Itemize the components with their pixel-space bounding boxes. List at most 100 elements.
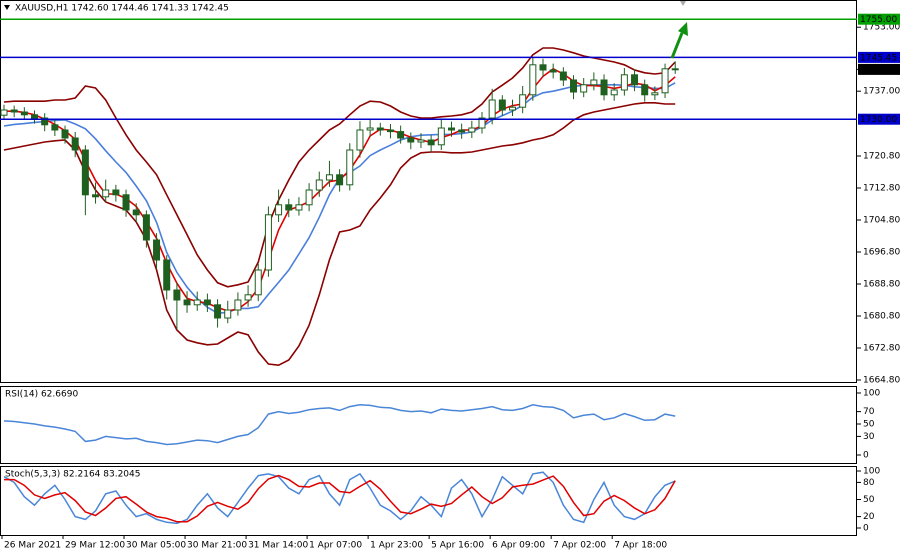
candle-body bbox=[305, 189, 313, 206]
candle-body bbox=[336, 174, 344, 186]
last-price-box bbox=[858, 63, 900, 75]
candle-body bbox=[539, 64, 547, 71]
arrow bbox=[670, 22, 688, 59]
candle-body bbox=[81, 149, 89, 196]
candle-body bbox=[397, 131, 405, 139]
candle-body bbox=[92, 194, 100, 198]
y-tick-label: 1737.00 bbox=[863, 87, 900, 97]
shift-marker bbox=[680, 1, 686, 6]
y-tick-label: 1672.80 bbox=[863, 344, 900, 354]
candle-body bbox=[173, 289, 181, 301]
y-tick-label: 0 bbox=[863, 451, 869, 461]
candle-body bbox=[417, 139, 425, 143]
candle-body bbox=[590, 79, 598, 86]
x-tick-label: 7 Apr 18:00 bbox=[614, 541, 667, 551]
y-tick-label: 100 bbox=[863, 389, 880, 399]
candle-body bbox=[193, 299, 201, 306]
y-tick-label: 1680.80 bbox=[863, 312, 900, 322]
indicator-line bbox=[3, 471, 676, 525]
candle-body bbox=[468, 127, 476, 133]
candle-body bbox=[315, 179, 323, 191]
panel-title: Stoch(5,3,3) 82.2164 83.2045 bbox=[5, 470, 140, 480]
candle-body bbox=[285, 204, 293, 211]
candle-body bbox=[488, 99, 496, 119]
y-tick-label: 70 bbox=[863, 407, 875, 417]
level-box bbox=[858, 13, 900, 25]
candle-body bbox=[610, 89, 618, 96]
candle-body bbox=[478, 117, 486, 129]
plot: 1753.00 1737.00 1720.80 1712.80 1704.80 1696.… bbox=[0, 4, 900, 551]
y-tick-label: 1712.80 bbox=[863, 184, 900, 194]
y-tick-label: 1720.80 bbox=[863, 152, 900, 162]
indicator-line bbox=[3, 404, 676, 446]
candle-body bbox=[254, 269, 262, 296]
candle-body bbox=[407, 137, 415, 143]
x-tick-label: 7 Apr 02:00 bbox=[553, 541, 606, 551]
candle-body bbox=[132, 209, 140, 216]
candle-body bbox=[244, 294, 252, 301]
candle-body bbox=[447, 127, 455, 131]
candle-body bbox=[661, 68, 669, 94]
x-tick-label: 1 Apr 07:00 bbox=[309, 541, 362, 551]
panel-title: XAUUSD,H1 1742.60 1744.46 1741.33 1742.4… bbox=[15, 4, 229, 14]
x-tick-label: 26 Mar 2021 bbox=[4, 541, 61, 551]
last-price-label: 1742.45 bbox=[860, 65, 897, 75]
y-tick-label: 1664.80 bbox=[863, 376, 900, 386]
candle-body bbox=[570, 79, 578, 93]
candle-body bbox=[651, 92, 659, 96]
candle-body bbox=[641, 84, 649, 96]
candle-body bbox=[51, 124, 59, 131]
candle-body bbox=[458, 129, 466, 133]
level-box bbox=[858, 51, 900, 63]
y-tick-label: 1704.80 bbox=[863, 216, 900, 226]
y-tick-label: 1753.00 bbox=[863, 23, 900, 33]
stoch-panel bbox=[0, 466, 857, 536]
candle-body bbox=[264, 214, 272, 271]
candle-body bbox=[71, 137, 79, 151]
candle-body bbox=[41, 117, 49, 126]
candle-body bbox=[671, 68, 679, 71]
candle-body bbox=[0, 109, 8, 116]
candle-body bbox=[275, 204, 283, 216]
x-tick-label: 30 Mar 05:00 bbox=[126, 541, 186, 551]
candle-body bbox=[20, 111, 28, 116]
y-tick-label: 80 bbox=[863, 478, 875, 488]
candle-body bbox=[10, 109, 18, 113]
level-label: 1745.45 bbox=[860, 53, 897, 63]
indicator-line bbox=[4, 474, 676, 523]
candle-body bbox=[153, 239, 161, 261]
candle-body bbox=[203, 299, 211, 306]
level-label: 1730.00 bbox=[860, 115, 897, 125]
y-tick-label: 50 bbox=[863, 420, 875, 430]
candle-body bbox=[234, 299, 242, 311]
candle-body bbox=[31, 114, 39, 119]
main-panel bbox=[0, 0, 857, 383]
candle-body bbox=[437, 127, 445, 146]
candle-body bbox=[549, 69, 557, 73]
level-box bbox=[858, 113, 900, 125]
x-tick-label: 29 Mar 12:00 bbox=[65, 541, 125, 551]
candle-body bbox=[163, 259, 171, 291]
y-tick-label: 0 bbox=[863, 523, 869, 533]
candle-body bbox=[356, 129, 364, 151]
x-tick-label: 6 Apr 09:00 bbox=[492, 541, 545, 551]
candle-body bbox=[631, 74, 639, 86]
level-label: 1755.00 bbox=[860, 15, 897, 25]
y-tick-label: 20 bbox=[863, 512, 875, 522]
x-tick-label: 31 Mar 14:00 bbox=[248, 541, 308, 551]
candle-body bbox=[427, 139, 435, 146]
candle-body bbox=[386, 129, 394, 133]
symbol-menu-icon bbox=[4, 5, 10, 10]
candle-body bbox=[325, 174, 333, 181]
candle-body bbox=[224, 309, 232, 319]
candle-body bbox=[620, 74, 628, 91]
candle-body bbox=[112, 189, 120, 196]
candle-body bbox=[295, 204, 303, 211]
candle-body bbox=[214, 304, 222, 319]
candle-body bbox=[366, 127, 374, 131]
y-tick-label: 100 bbox=[863, 467, 880, 477]
y-tick-label: 30 bbox=[863, 432, 875, 442]
candle-body bbox=[142, 214, 150, 241]
x-tick-label: 30 Mar 21:00 bbox=[187, 541, 247, 551]
